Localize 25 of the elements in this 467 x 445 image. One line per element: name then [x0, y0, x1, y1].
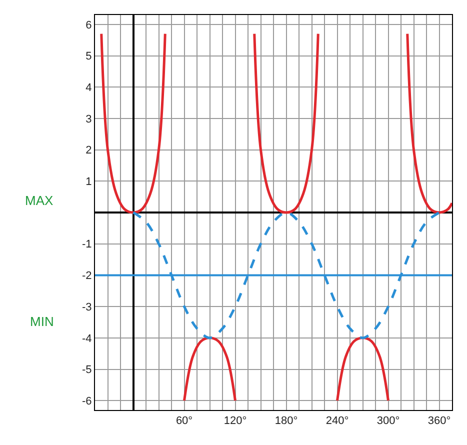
y-tick-label: 6 [86, 19, 92, 32]
x-tick-label: 360° [428, 415, 451, 428]
x-tick-label: 300° [376, 415, 400, 428]
x-tick-label: 60° [176, 415, 193, 428]
y-tick-label: -4 [82, 332, 92, 345]
line-series [253, 32, 320, 214]
line-series [406, 32, 452, 214]
line-series [183, 336, 236, 402]
x-tick-label: 180° [274, 415, 298, 428]
x-tick-label: 120° [224, 415, 247, 428]
text: MIN [30, 314, 54, 329]
y-tick-label: -2 [82, 270, 92, 282]
y-tick-label: -5 [82, 364, 92, 376]
text: MAX [25, 193, 54, 208]
y-tick-label: -6 [82, 395, 92, 408]
y-tick-label: -1 [82, 238, 92, 251]
y-tick-label: 5 [86, 50, 92, 63]
y-tick-label: 3 [86, 113, 92, 126]
y-tick-label: -3 [82, 301, 92, 314]
line-series [100, 32, 166, 214]
y-tick-label: 1 [86, 176, 92, 188]
line-series [336, 336, 390, 402]
y-tick-label: 4 [86, 82, 92, 94]
x-tick-label: 240° [326, 415, 349, 428]
y-tick-label: 2 [86, 144, 92, 157]
